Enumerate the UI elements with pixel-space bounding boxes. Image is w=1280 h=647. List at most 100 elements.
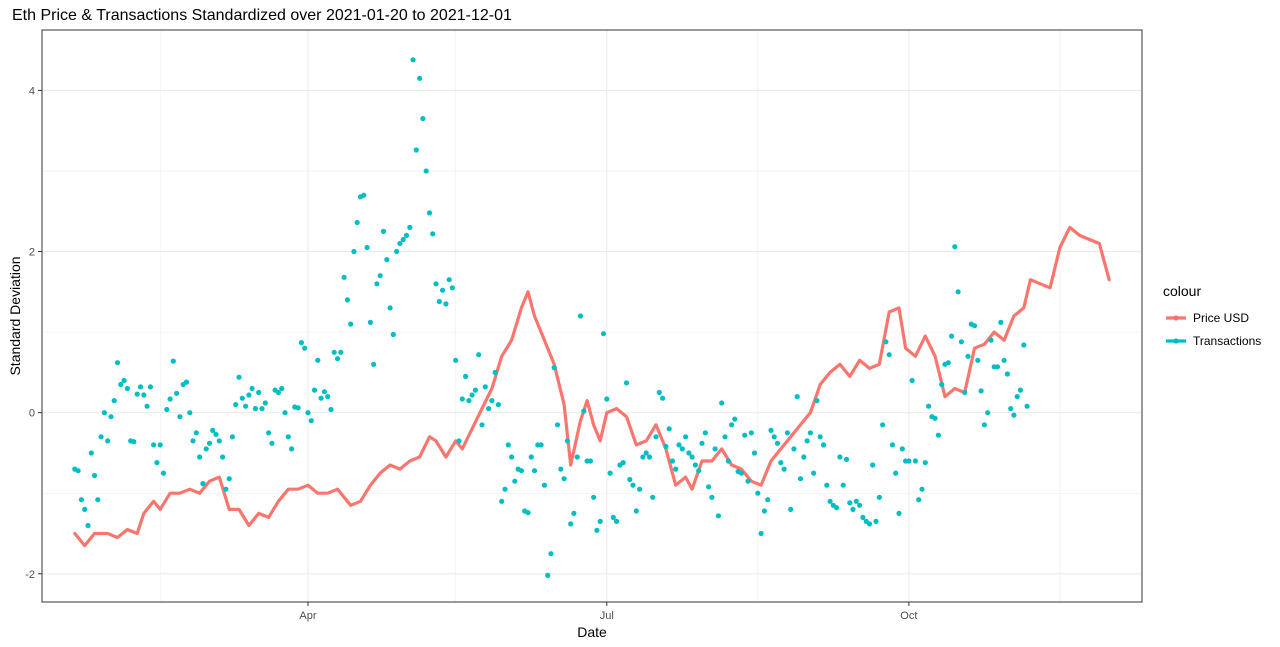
point-transactions-22 — [144, 403, 150, 409]
point-transactions-118 — [459, 396, 465, 402]
point-transactions-113 — [443, 301, 449, 307]
point-transactions-40 — [203, 446, 209, 452]
point-transactions-19 — [134, 391, 140, 397]
x-tick-label-2: Oct — [900, 610, 917, 622]
point-transactions-196 — [715, 513, 722, 519]
point-transactions-193 — [706, 484, 712, 490]
point-transactions-211 — [765, 497, 771, 503]
point-transactions-121 — [469, 392, 475, 398]
point-transactions-158 — [591, 494, 597, 500]
point-transactions-230 — [827, 498, 833, 504]
point-transactions-73 — [311, 387, 318, 393]
point-transactions-6 — [91, 472, 98, 479]
point-transactions-147 — [554, 422, 561, 428]
point-transactions-248 — [886, 352, 892, 358]
point-transactions-21 — [141, 392, 147, 398]
point-transactions-228 — [820, 442, 827, 448]
point-transactions-111 — [436, 298, 442, 305]
point-transactions-284 — [1004, 371, 1011, 377]
point-transactions-69 — [298, 340, 304, 346]
point-transactions-133 — [509, 454, 515, 460]
point-transactions-136 — [518, 468, 525, 474]
point-transactions-198 — [722, 434, 728, 440]
x-tick-label-1: Jul — [600, 610, 614, 622]
point-transactions-275 — [975, 357, 981, 363]
y-tick-label-2: 2 — [29, 247, 35, 259]
point-transactions-207 — [751, 450, 758, 456]
legend-key-point-price-usd — [1173, 315, 1179, 321]
point-transactions-182 — [669, 458, 676, 464]
point-transactions-232 — [834, 505, 840, 511]
point-transactions-56 — [256, 389, 262, 396]
plot-border — [41, 29, 1143, 603]
point-transactions-76 — [321, 389, 327, 395]
point-transactions-140 — [531, 468, 538, 474]
point-transactions-125 — [482, 384, 488, 390]
point-transactions-234 — [840, 482, 846, 488]
point-transactions-154 — [577, 313, 584, 319]
point-transactions-278 — [985, 410, 991, 416]
point-transactions-271 — [962, 389, 968, 396]
point-transactions-290 — [1024, 403, 1030, 409]
point-transactions-20 — [137, 384, 144, 390]
point-transactions-103 — [410, 57, 416, 63]
x-axis-title: Date — [577, 624, 607, 640]
point-transactions-117 — [456, 438, 462, 444]
point-transactions-51 — [239, 395, 245, 401]
point-transactions-173 — [640, 454, 646, 460]
point-transactions-254 — [906, 458, 912, 464]
point-transactions-3 — [82, 506, 88, 512]
point-transactions-74 — [315, 357, 321, 363]
point-transactions-229 — [824, 482, 830, 488]
point-transactions-43 — [213, 431, 219, 437]
point-transactions-66 — [289, 446, 295, 452]
point-transactions-123 — [476, 352, 482, 358]
point-transactions-12 — [111, 398, 117, 404]
point-transactions-4 — [85, 522, 91, 529]
point-transactions-28 — [164, 406, 170, 413]
point-transactions-279 — [988, 337, 994, 343]
point-transactions-62 — [275, 389, 281, 396]
point-transactions-15 — [121, 377, 127, 384]
point-transactions-195 — [712, 446, 718, 452]
point-transactions-227 — [817, 434, 823, 440]
point-transactions-23 — [147, 384, 153, 390]
point-transactions-251 — [896, 510, 902, 516]
point-transactions-209 — [758, 530, 764, 537]
point-transactions-79 — [331, 349, 337, 355]
point-transactions-272 — [965, 353, 971, 359]
point-transactions-97 — [390, 331, 396, 338]
point-transactions-139 — [528, 454, 534, 460]
point-transactions-85 — [351, 248, 357, 255]
point-transactions-11 — [108, 414, 114, 420]
point-transactions-286 — [1011, 412, 1017, 418]
point-transactions-58 — [262, 400, 268, 406]
legend-item-price-usd: Price USD — [1166, 311, 1249, 325]
point-transactions-270 — [958, 339, 965, 345]
point-transactions-256 — [912, 458, 919, 464]
point-transactions-172 — [637, 486, 643, 492]
point-transactions-35 — [187, 410, 193, 416]
point-transactions-262 — [932, 415, 938, 421]
point-transactions-138 — [525, 509, 531, 516]
point-transactions-287 — [1014, 394, 1020, 400]
point-transactions-177 — [653, 434, 659, 440]
point-transactions-164 — [610, 514, 616, 521]
point-transactions-215 — [778, 460, 784, 466]
point-transactions-89 — [364, 244, 370, 251]
point-transactions-189 — [692, 462, 699, 468]
point-transactions-1 — [75, 468, 81, 474]
point-transactions-257 — [916, 497, 922, 503]
point-transactions-174 — [643, 450, 649, 456]
point-transactions-243 — [870, 462, 876, 468]
series-points-transactions — [72, 57, 1030, 579]
point-transactions-7 — [95, 497, 101, 503]
point-transactions-30 — [170, 358, 176, 364]
point-transactions-80 — [334, 356, 341, 362]
point-transactions-162 — [604, 396, 610, 402]
point-transactions-105 — [417, 75, 423, 81]
point-transactions-218 — [788, 506, 794, 512]
point-transactions-226 — [814, 398, 820, 404]
point-transactions-115 — [449, 285, 455, 291]
point-transactions-36 — [190, 438, 196, 444]
